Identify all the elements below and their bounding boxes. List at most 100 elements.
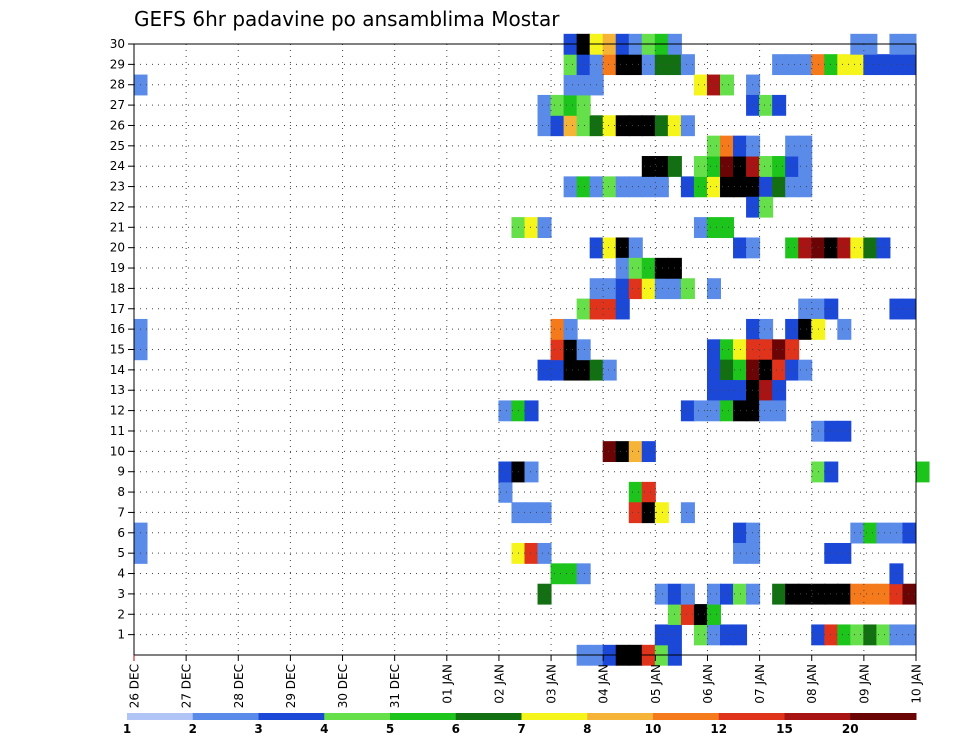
heat-cell: [524, 461, 539, 483]
heat-cell: [524, 502, 539, 524]
heat-cell: [720, 176, 735, 198]
heat-cell: [824, 420, 839, 442]
y-tick-label: 22: [110, 200, 125, 214]
heat-cell: [628, 278, 643, 300]
heat-cell: [902, 583, 917, 605]
heat-cell: [772, 380, 787, 401]
heat-cell: [641, 441, 656, 463]
heat-cell: [680, 583, 695, 605]
heat-cell: [720, 339, 735, 361]
heat-cell: [759, 318, 774, 340]
heat-cell: [537, 359, 552, 381]
x-tick-label: 02 JAN: [492, 664, 506, 704]
colorbar-swatch: [455, 713, 522, 720]
heat-cell: [720, 74, 735, 96]
heat-cell: [550, 94, 565, 116]
y-tick-label: 8: [117, 485, 125, 499]
heat-cell: [824, 298, 839, 320]
heat-cell: [772, 176, 787, 198]
colorbar-swatch: [587, 713, 654, 720]
heat-cell: [876, 522, 891, 544]
heat-cell: [615, 237, 630, 259]
heat-cell: [772, 583, 787, 605]
heat-cell: [824, 461, 839, 483]
heat-cell: [824, 54, 839, 76]
colorbar-swatch: [390, 713, 457, 720]
colorbar-swatch: [718, 713, 785, 720]
colorbar-label: 3: [254, 722, 262, 736]
y-tick-label: 18: [110, 281, 125, 295]
heat-cell: [863, 624, 878, 646]
heat-cell: [837, 624, 852, 646]
heat-cell: [693, 624, 708, 646]
heat-cell: [615, 278, 630, 300]
colorbar-swatch: [521, 713, 588, 720]
heat-cell: [746, 135, 761, 157]
y-tick-label: 7: [117, 505, 125, 519]
heat-cell: [798, 54, 813, 76]
x-tick-label: 07 JAN: [753, 664, 767, 704]
heat-cell: [641, 502, 656, 524]
heat-cell: [602, 359, 617, 381]
heat-cell: [680, 278, 695, 300]
heat-cell: [563, 74, 578, 96]
heat-cell: [641, 481, 656, 503]
heat-cell: [537, 542, 552, 564]
heat-cell: [759, 380, 774, 401]
heat-cell: [850, 237, 865, 259]
heat-cell: [798, 583, 813, 605]
heat-cell: [837, 583, 852, 605]
heat-cell: [654, 54, 669, 76]
colorbar-swatch: [784, 713, 851, 720]
heat-cell: [706, 359, 721, 381]
heat-cell: [693, 176, 708, 198]
heat-cell: [759, 339, 774, 361]
heat-cell: [706, 400, 721, 422]
x-tick-label: 01 JAN: [440, 664, 454, 704]
heat-cell: [680, 176, 695, 198]
y-tick-label: 13: [110, 383, 125, 397]
heat-cell: [902, 624, 917, 646]
heat-cell: [550, 359, 565, 381]
heat-cell: [576, 339, 591, 361]
heat-cell: [720, 156, 735, 177]
heat-cell: [563, 339, 578, 361]
y-tick-label: 30: [110, 37, 125, 51]
heat-cell: [537, 583, 552, 605]
colorbar-label: 5: [386, 722, 394, 736]
heat-cell: [706, 624, 721, 646]
heat-cell: [785, 176, 800, 198]
colorbar-label: 20: [842, 722, 859, 736]
heat-cell: [759, 94, 774, 116]
heat-cell: [602, 441, 617, 463]
heat-cell: [602, 237, 617, 259]
y-tick-label: 15: [110, 343, 125, 357]
heat-cell: [706, 604, 721, 625]
heat-cell: [641, 176, 656, 198]
colorbar-label: 12: [710, 722, 727, 736]
colorbar-label: 10: [645, 722, 662, 736]
heat-cell: [602, 54, 617, 76]
heat-cell: [615, 441, 630, 463]
heat-cell: [720, 380, 735, 401]
colorbar-swatch: [850, 713, 917, 720]
heat-cell: [863, 522, 878, 544]
heat-cell: [837, 54, 852, 76]
y-tick-label: 9: [117, 465, 125, 479]
colorbar-swatch: [192, 713, 259, 720]
heat-cell: [863, 583, 878, 605]
heat-cell: [537, 502, 552, 524]
heat-cell: [576, 563, 591, 585]
heat-cell: [654, 624, 669, 646]
heat-cell: [863, 237, 878, 259]
heat-cell: [628, 176, 643, 198]
heat-cell: [798, 135, 813, 157]
heat-cell: [563, 359, 578, 381]
y-tick-label: 10: [110, 444, 125, 458]
heat-cell: [759, 176, 774, 198]
heat-cell: [772, 54, 787, 76]
heat-cell: [746, 156, 761, 177]
heat-cell: [563, 115, 578, 137]
heat-cell: [746, 196, 761, 218]
heat-cell: [850, 583, 865, 605]
